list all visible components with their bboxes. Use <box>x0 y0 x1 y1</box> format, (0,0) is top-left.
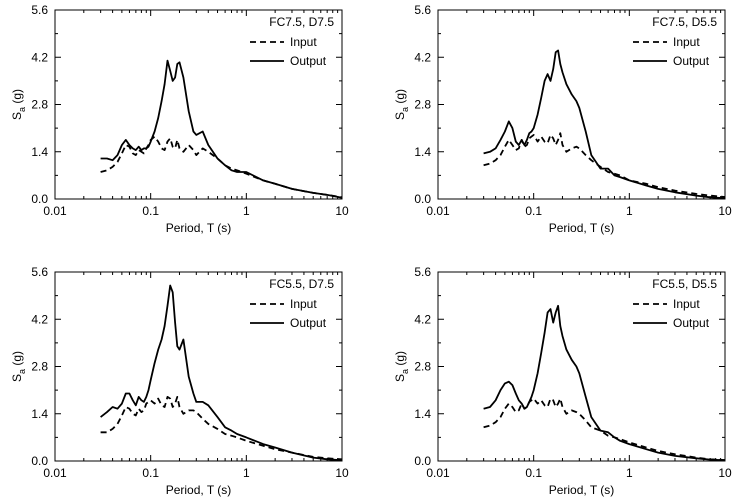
series-line-output <box>483 49 726 200</box>
x-tick-label: 0.1 <box>142 466 159 480</box>
legend-label-output: Output <box>673 54 710 68</box>
legend-title: FC7.5, D5.5 <box>652 15 717 29</box>
y-axis-label-main: S <box>393 112 407 120</box>
x-tick-label: 0.1 <box>142 204 159 218</box>
series-line-input <box>483 397 726 461</box>
x-tick-label: 1 <box>626 466 633 480</box>
legend-label-output: Output <box>290 316 327 330</box>
y-axis-label: Sa (g) <box>393 89 410 120</box>
y-axis-label-unit: (g) <box>10 351 24 369</box>
y-tick-label: 0.0 <box>31 454 48 468</box>
y-axis-label-subscript: a <box>17 107 27 112</box>
series-line-input <box>100 395 343 461</box>
y-tick-label: 0.0 <box>414 192 431 206</box>
legend-label-output: Output <box>673 316 710 330</box>
x-axis-label: Period, T (s) <box>549 483 615 497</box>
x-tick-label: 0.01 <box>43 466 67 480</box>
y-tick-label: 2.8 <box>414 360 431 374</box>
legend-label-input: Input <box>673 35 700 49</box>
legend-title: FC7.5, D7.5 <box>269 15 334 29</box>
series-line-input <box>483 132 726 198</box>
x-tick-label: 1 <box>243 466 250 480</box>
chart-panel-1: 0.01 0.1 1 10 0.0 1.4 2.8 4.2 5.6 Period, T (s) Sa… <box>10 3 349 235</box>
x-tick-label: 1 <box>626 204 633 218</box>
y-tick-label: 1.4 <box>414 407 431 421</box>
y-tick-label: 4.2 <box>414 312 431 326</box>
y-axis-label-unit: (g) <box>393 351 407 369</box>
y-tick-label: 5.6 <box>31 3 48 17</box>
legend-label-input: Input <box>290 297 317 311</box>
legend-label-input: Input <box>673 297 700 311</box>
y-axis-label-main: S <box>393 374 407 382</box>
x-tick-label: 10 <box>718 466 732 480</box>
x-tick-label: 10 <box>718 204 732 218</box>
x-tick-label: 0.1 <box>525 204 542 218</box>
y-tick-label: 2.8 <box>414 98 431 112</box>
y-tick-label: 5.6 <box>414 265 431 279</box>
y-tick-label: 2.8 <box>31 360 48 374</box>
y-axis-label-unit: (g) <box>393 89 407 107</box>
y-tick-label: 1.4 <box>414 145 431 159</box>
y-tick-label: 4.2 <box>31 50 48 64</box>
y-tick-label: 4.2 <box>31 312 48 326</box>
x-axis-label: Period, T (s) <box>166 221 232 235</box>
y-tick-label: 0.0 <box>414 454 431 468</box>
y-axis-label-unit: (g) <box>10 89 24 107</box>
series-line-output <box>483 304 726 462</box>
series-line-output <box>100 59 343 199</box>
y-axis-label-subscript: a <box>400 107 410 112</box>
x-tick-label: 0.01 <box>426 466 450 480</box>
y-tick-label: 0.0 <box>31 192 48 206</box>
x-tick-label: 10 <box>335 466 349 480</box>
y-axis-label-subscript: a <box>17 369 27 374</box>
y-tick-label: 5.6 <box>31 265 48 279</box>
legend-label-input: Input <box>290 35 317 49</box>
y-tick-label: 4.2 <box>414 50 431 64</box>
y-axis-label-subscript: a <box>400 369 410 374</box>
y-axis-label: Sa (g) <box>10 89 27 120</box>
x-tick-label: 1 <box>243 204 250 218</box>
series-line-input <box>100 135 343 199</box>
y-tick-label: 2.8 <box>31 98 48 112</box>
chart-panel-3: 0.01 0.1 1 10 0.0 1.4 2.8 4.2 5.6 Period, T (s) Sa… <box>10 265 349 497</box>
chart-panel-2: 0.01 0.1 1 10 0.0 1.4 2.8 4.2 5.6 Period, T (s) Sa… <box>393 3 732 235</box>
x-axis-label: Period, T (s) <box>166 483 232 497</box>
y-tick-label: 1.4 <box>31 407 48 421</box>
y-axis-label: Sa (g) <box>10 351 27 382</box>
x-tick-label: 0.01 <box>426 204 450 218</box>
chart-panel-4: 0.01 0.1 1 10 0.0 1.4 2.8 4.2 5.6 Period, T (s) Sa… <box>393 265 732 497</box>
x-tick-label: 0.1 <box>525 466 542 480</box>
series-line-output <box>100 284 343 462</box>
legend-title: FC5.5, D5.5 <box>652 277 717 291</box>
y-axis-label: Sa (g) <box>393 351 410 382</box>
x-tick-label: 0.01 <box>43 204 67 218</box>
x-tick-label: 10 <box>335 204 349 218</box>
legend-title: FC5.5, D7.5 <box>269 277 334 291</box>
y-axis-label-main: S <box>10 112 24 120</box>
y-axis-label-main: S <box>10 374 24 382</box>
legend-label-output: Output <box>290 54 327 68</box>
y-tick-label: 5.6 <box>414 3 431 17</box>
x-axis-label: Period, T (s) <box>549 221 615 235</box>
y-tick-label: 1.4 <box>31 145 48 159</box>
